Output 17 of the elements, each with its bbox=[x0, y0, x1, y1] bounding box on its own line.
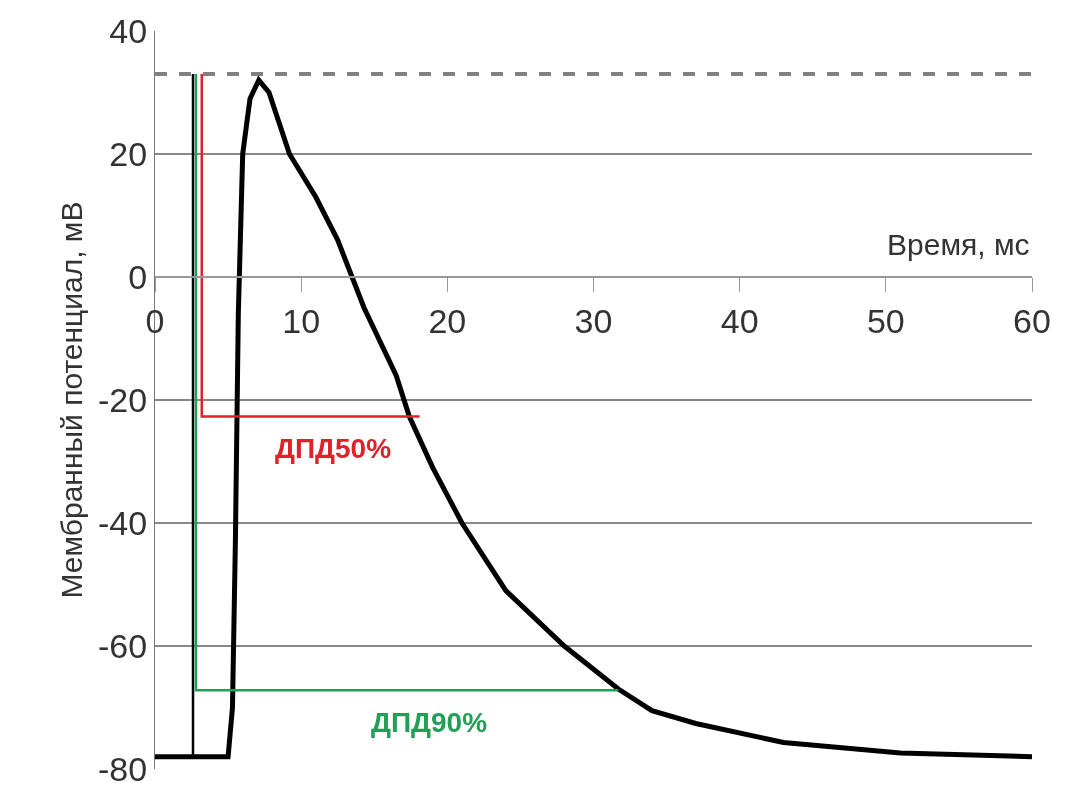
x-tick-label: 50 bbox=[866, 301, 905, 340]
x-tick-label: 30 bbox=[574, 301, 613, 340]
y-axis-title: Мембранный потенциал, мВ bbox=[55, 201, 89, 599]
y-tick-label: -60 bbox=[98, 626, 148, 665]
y-tick-label: -20 bbox=[98, 380, 148, 419]
x-tick-label: 10 bbox=[282, 301, 321, 340]
x-tick-label: 60 bbox=[1013, 301, 1051, 340]
x-tick-label: 20 bbox=[428, 301, 467, 340]
y-tick-label: 20 bbox=[109, 134, 148, 173]
y-tick-label: 0 bbox=[128, 257, 148, 296]
x-axis-title: Время, мс bbox=[887, 228, 1030, 261]
y-tick-label: -80 bbox=[98, 749, 148, 788]
series-label: ДПД90% bbox=[371, 707, 488, 738]
series-label: ДПД50% bbox=[275, 433, 392, 464]
y-tick-label: -40 bbox=[98, 503, 148, 542]
x-tick-label: 40 bbox=[720, 301, 759, 340]
y-tick-label: 40 bbox=[109, 11, 148, 50]
